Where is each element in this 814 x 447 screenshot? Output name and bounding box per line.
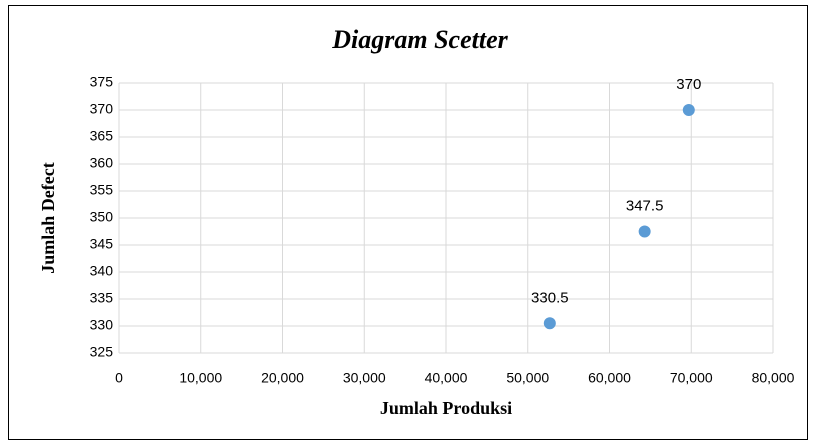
point [638, 225, 651, 238]
x-tick-label: 70,000 [670, 370, 713, 386]
x-tick-label: 30,000 [343, 370, 386, 386]
y-tick-label: 355 [90, 182, 114, 198]
x-axis-label: Jumlah Produksi [380, 398, 512, 418]
y-tick-label: 325 [90, 344, 114, 360]
chart-title: Diagram Scetter [331, 25, 508, 54]
data-label: 330.5 [531, 289, 569, 306]
y-tick-label: 365 [90, 128, 114, 144]
x-tick-label: 60,000 [588, 370, 631, 386]
x-tick-label: 40,000 [425, 370, 468, 386]
x-tick-label: 80,000 [752, 370, 795, 386]
y-tick-label: 330 [90, 317, 114, 333]
point [682, 104, 695, 116]
data-label: 347.5 [626, 197, 664, 214]
x-tick-label: 10,000 [179, 370, 222, 386]
y-tick-label: 375 [90, 74, 114, 90]
x-tick-label: 50,000 [506, 370, 549, 386]
y-axis-label: Jumlah Defect [38, 162, 58, 273]
x-tick-label: 20,000 [261, 370, 304, 386]
point [543, 317, 556, 330]
y-tick-label: 335 [90, 290, 114, 306]
data-label: 370 [676, 76, 701, 93]
y-tick-label: 340 [90, 263, 114, 279]
y-tick-label: 350 [90, 209, 114, 225]
y-tick-label: 360 [90, 155, 114, 171]
y-tick-label: 345 [90, 236, 114, 252]
x-tick-label: 0 [115, 370, 123, 386]
y-tick-label: 370 [90, 101, 114, 117]
chart-border [8, 5, 808, 440]
